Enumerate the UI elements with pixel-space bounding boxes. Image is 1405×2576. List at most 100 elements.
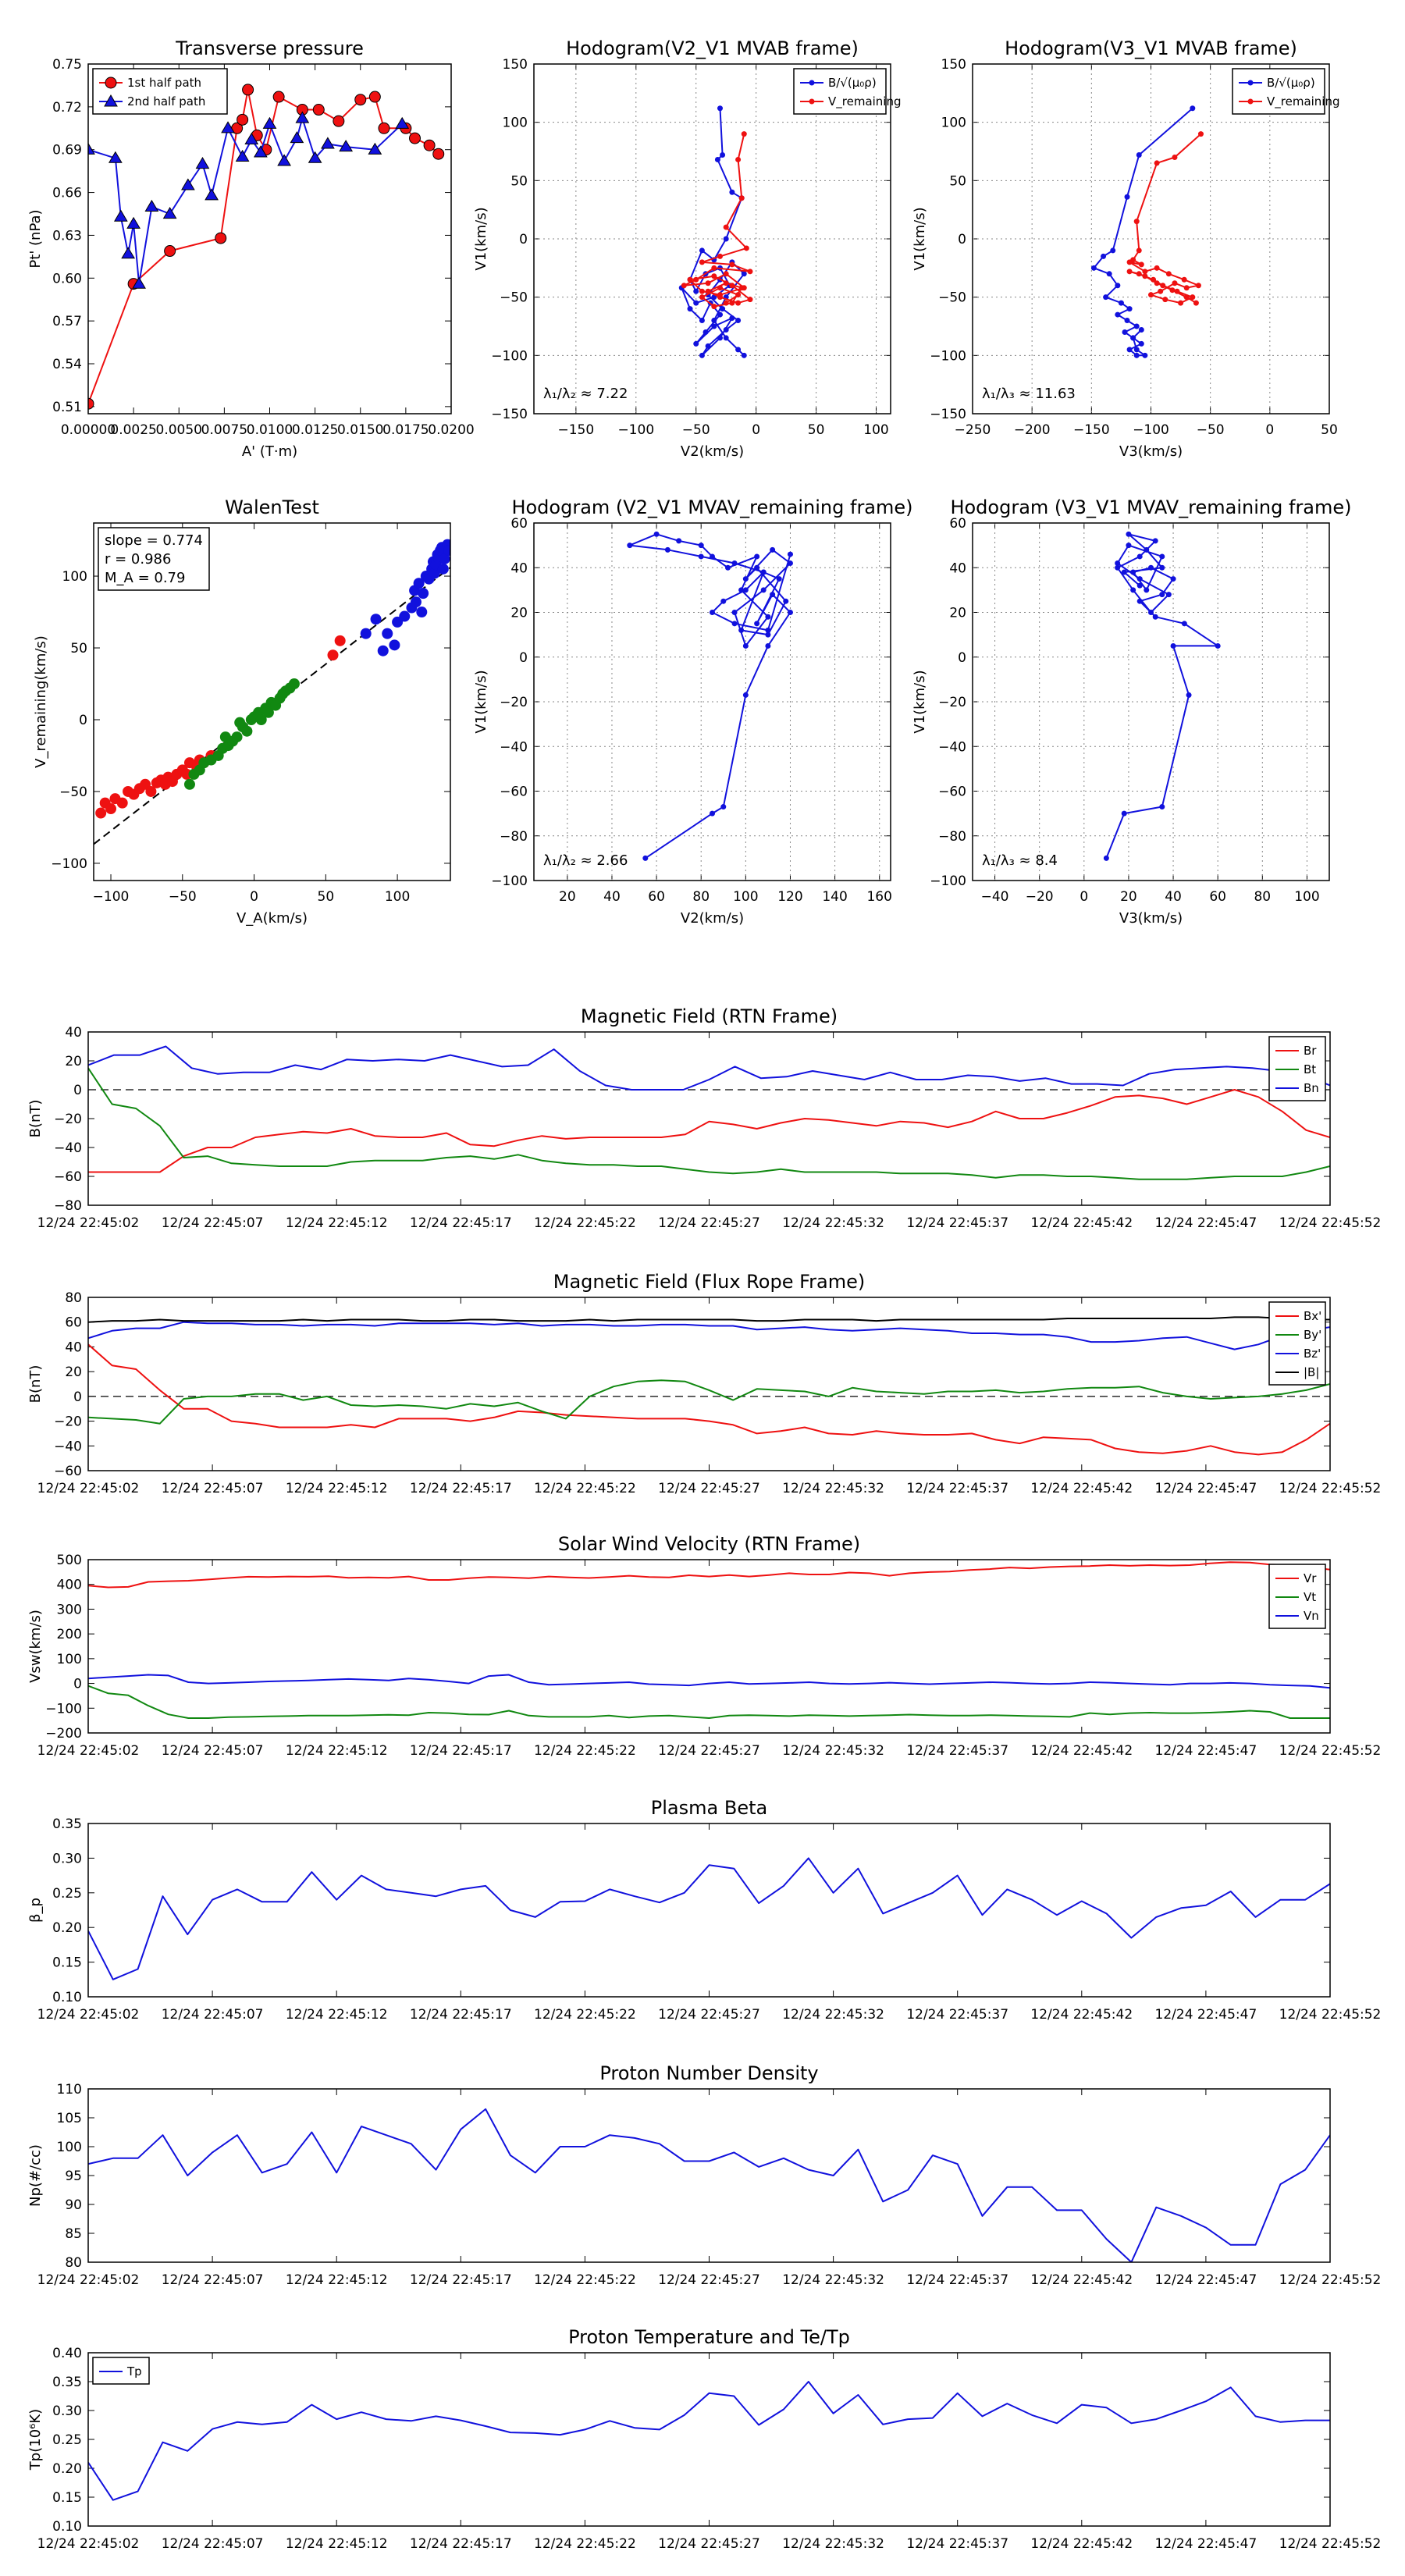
data-point — [164, 245, 176, 258]
x-tick-label: 12/24 22:45:17 — [410, 1743, 512, 1759]
data-point — [439, 553, 450, 564]
data-point — [443, 544, 450, 556]
x-tick-label: 12/24 22:45:52 — [1279, 2272, 1382, 2288]
stat-line: M_A = 0.79 — [105, 570, 185, 586]
data-point — [742, 587, 749, 593]
data-point — [738, 195, 745, 201]
y-tick-label: 0 — [958, 232, 966, 247]
x-tick-label: 12/24 22:45:12 — [286, 1215, 388, 1231]
data-point — [738, 285, 745, 291]
legend-marker — [809, 98, 815, 105]
data-point — [1193, 300, 1199, 306]
y-axis-label: Tp(10⁶K) — [27, 2409, 44, 2471]
y-tick-label: 0.51 — [52, 400, 82, 415]
x-tick-label: 100 — [385, 889, 410, 905]
data-point — [181, 178, 195, 190]
data-point — [1170, 642, 1176, 649]
data-point — [1130, 587, 1136, 593]
data-point — [1152, 614, 1158, 620]
y-tick-label: 20 — [65, 1364, 82, 1380]
data-point — [723, 271, 729, 277]
plot-frame — [87, 2088, 1331, 2263]
x-tick-label: 0 — [752, 422, 760, 438]
data-point — [1121, 810, 1127, 817]
data-point — [720, 306, 726, 312]
y-tick-label: −80 — [938, 829, 966, 845]
y-tick-label: −20 — [54, 1112, 82, 1127]
legend — [92, 68, 228, 115]
data-point — [698, 543, 704, 549]
y-tick-label: 95 — [65, 2169, 82, 2184]
legend-label: V_remaining — [1267, 94, 1340, 109]
x-tick-label: 0 — [1265, 422, 1274, 438]
y-axis-label: B(nT) — [27, 1100, 44, 1138]
data-point — [717, 285, 724, 291]
plot-frame — [87, 1297, 1331, 1471]
y-tick-label: −100 — [491, 873, 528, 889]
data-point — [1165, 592, 1172, 598]
y-tick-label: −80 — [54, 1198, 82, 1214]
y-tick-label: −100 — [930, 873, 966, 889]
data-point — [1190, 105, 1196, 112]
x-tick-label: 12/24 22:45:27 — [658, 1215, 760, 1231]
plot-area — [88, 84, 445, 410]
x-tick-label: 12/24 22:45:07 — [162, 1481, 264, 1496]
plot-area — [678, 105, 753, 358]
data-point — [735, 292, 742, 298]
x-tick-label: 12/24 22:45:42 — [1030, 1743, 1133, 1759]
y-tick-label: 300 — [57, 1602, 82, 1617]
series-line-1st half path — [88, 88, 439, 404]
data-point — [1136, 151, 1142, 158]
x-tick-label: 12/24 22:45:17 — [410, 2536, 512, 2552]
x-tick-label: 40 — [603, 889, 621, 905]
data-point — [717, 311, 724, 318]
y-tick-label: 0 — [519, 232, 528, 247]
plot-frame — [87, 1559, 1331, 1734]
data-point — [1144, 546, 1150, 553]
x-tick-label: 12/24 22:45:27 — [658, 1743, 760, 1759]
x-tick-label: 12/24 22:45:17 — [410, 2272, 512, 2288]
data-point — [699, 294, 705, 301]
series-line-2nd half path — [88, 117, 403, 285]
data-point — [711, 323, 717, 329]
data-point — [327, 649, 339, 661]
x-tick-label: 140 — [822, 889, 847, 905]
x-tick-label: 0.0075 — [201, 422, 247, 438]
legend-label: Bx' — [1304, 1309, 1321, 1323]
x-tick-label: 12/24 22:45:12 — [286, 2272, 388, 2288]
data-point — [754, 564, 760, 571]
data-point — [1148, 610, 1154, 615]
y-tick-label: 0.30 — [52, 2403, 82, 2419]
data-point — [437, 563, 449, 575]
data-point — [1115, 311, 1121, 318]
data-point — [1159, 564, 1165, 571]
data-point — [1148, 564, 1154, 571]
legend-label: Bn — [1304, 1081, 1319, 1095]
data-point — [729, 283, 735, 289]
data-point — [717, 105, 724, 112]
data-point — [423, 139, 436, 151]
y-tick-label: −150 — [491, 407, 528, 422]
plot-area — [88, 1316, 1330, 1456]
data-point — [705, 343, 711, 349]
y-tick-label: 0 — [73, 1677, 82, 1692]
data-point — [409, 132, 421, 144]
data-point — [1142, 269, 1148, 275]
data-point — [231, 731, 243, 743]
y-tick-label: 60 — [949, 516, 966, 532]
data-point — [432, 148, 445, 160]
x-axis-label: V2(km/s) — [681, 910, 744, 927]
chart-h1: Hodogram(V2_V1 MVAB frame) −150 −100 −50 0 50… — [473, 37, 902, 460]
plot-frame — [87, 63, 452, 415]
data-point — [215, 232, 227, 244]
data-point — [747, 297, 753, 303]
y-tick-label: −60 — [54, 1464, 82, 1479]
x-tick-label: 12/24 22:45:02 — [37, 2272, 140, 2288]
y-tick-label: −50 — [500, 290, 528, 306]
data-point — [710, 553, 715, 560]
data-point — [787, 610, 793, 615]
chart-h4: Hodogram (V3_V1 MVAV_remaining frame) −10… — [912, 496, 1352, 927]
data-point — [717, 253, 724, 259]
data-point — [676, 538, 682, 544]
legend-marker — [105, 76, 117, 89]
